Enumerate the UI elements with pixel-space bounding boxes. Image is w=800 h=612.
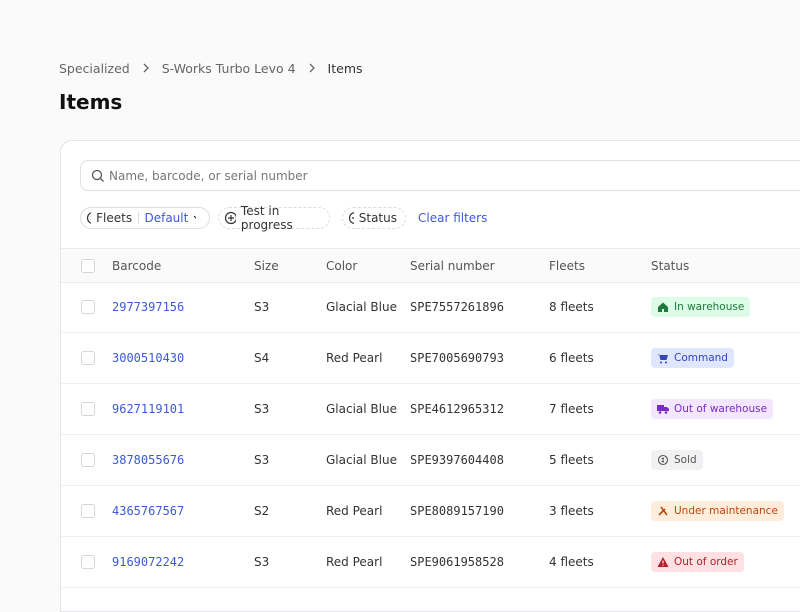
size: S2 (254, 504, 270, 518)
status-badge: Command (651, 348, 734, 368)
serial-number: SPE4612965312 (410, 402, 504, 416)
page-title: Items (59, 90, 123, 114)
breadcrumb-link[interactable]: Specialized (59, 60, 130, 76)
breadcrumb-separator (308, 63, 316, 73)
fleets: 8 fleets (549, 300, 594, 314)
column-header: Status (651, 258, 690, 273)
breadcrumb-current: Items (327, 60, 363, 76)
row-checkbox[interactable] (81, 402, 95, 416)
breadcrumb: Specialized S-Works Turbo Levo 4 Items (59, 59, 363, 77)
status-text: Command (674, 352, 728, 364)
column-header: Fleets (549, 258, 585, 273)
row-checkbox[interactable] (81, 504, 95, 518)
size: S3 (254, 555, 270, 569)
column-header: Size (254, 258, 279, 273)
column-header: Serial number (410, 258, 495, 273)
status-icon (657, 405, 669, 414)
filter-label: Test in progress (240, 204, 293, 232)
serial-number: SPE9061958528 (410, 555, 504, 569)
status-text: Sold (674, 454, 697, 466)
clear-filters[interactable]: Clear filters (418, 211, 488, 225)
status-badge: Out of order (651, 552, 744, 572)
row-checkbox[interactable] (81, 351, 95, 365)
serial-number: SPE7005690793 (410, 351, 504, 365)
filter-value: Default (144, 211, 189, 225)
barcode-link[interactable]: 9169072242 (112, 555, 185, 569)
size: S3 (254, 402, 270, 416)
serial-number: SPE8089157190 (410, 504, 504, 518)
serial-number: SPE7557261896 (410, 300, 504, 314)
fleets: 6 fleets (549, 351, 594, 365)
status-badge: In warehouse (651, 297, 751, 317)
table-row: 3000510430 S4 Red Pearl SPE7005690793 6 flee… (61, 333, 800, 384)
table-row: 2977397156 S3 Glacial Blue SPE7557261896 8 f… (61, 282, 800, 333)
table-header: Barcode Size Color Serial number Fleets Statu… (61, 248, 800, 283)
serial-number: SPE9397604408 (410, 453, 504, 467)
color: Red Pearl (326, 504, 383, 518)
status-icon (657, 557, 669, 567)
table-row: 9627119101 S3 Glacial Blue SPE4612965312 7 f… (61, 384, 800, 435)
fleets: 3 fleets (549, 504, 594, 518)
status-badge: Out of warehouse (651, 399, 774, 419)
fleets: 4 fleets (549, 555, 594, 569)
search-placeholder: Name, barcode, or serial number (109, 168, 308, 183)
status-text: In warehouse (674, 301, 745, 313)
color: Glacial Blue (326, 453, 397, 467)
search-input[interactable]: Name, barcode, or serial number (80, 160, 800, 191)
table-row: 4365767567 S2 Red Pearl SPE8089157190 3 flee… (61, 486, 800, 537)
barcode-link[interactable]: 9627119101 (112, 402, 185, 416)
status-text: Out of order (674, 556, 738, 568)
size: S4 (254, 351, 270, 365)
color: Red Pearl (326, 351, 383, 365)
table-row: 3878055676 S3 Glacial Blue SPE9397604408 5 f… (61, 435, 800, 486)
row-checkbox[interactable] (81, 453, 95, 467)
barcode-link[interactable]: 3000510430 (112, 351, 185, 365)
items-card: Name, barcode, or serial number Fleets D… (60, 140, 800, 612)
barcode-link[interactable]: 2977397156 (112, 300, 185, 314)
color: Glacial Blue (326, 300, 397, 314)
barcode-link[interactable]: 3878055676 (112, 453, 185, 467)
row-checkbox[interactable] (81, 555, 95, 569)
status-badge: Under maintenance (651, 501, 784, 521)
status-icon (658, 302, 668, 312)
test-filter[interactable]: Test in progress (218, 204, 330, 232)
status-badge: Sold (651, 450, 703, 470)
breadcrumb-separator (142, 63, 150, 73)
column-header: Barcode (112, 258, 162, 273)
status-icon (658, 506, 668, 516)
filter-label: Fleets (96, 211, 133, 225)
size: S3 (254, 453, 270, 467)
status-text: Under maintenance (674, 505, 778, 517)
status-icon (657, 454, 669, 466)
row-checkbox[interactable] (81, 300, 95, 314)
checkbox[interactable] (81, 258, 95, 273)
table-row: 9169072242 S3 Red Pearl SPE9061958528 4 flee… (61, 537, 800, 588)
color: Glacial Blue (326, 402, 397, 416)
barcode-link[interactable]: 4365767567 (112, 504, 185, 518)
fleets-filter[interactable]: Fleets Default (80, 207, 210, 229)
status-filter[interactable]: Status (342, 207, 406, 229)
column-header: Color (326, 258, 358, 273)
status-text: Out of warehouse (674, 403, 768, 415)
fleets: 7 fleets (549, 402, 594, 416)
filter-label: Status (358, 211, 397, 225)
color: Red Pearl (326, 555, 383, 569)
size: S3 (254, 300, 270, 314)
breadcrumb-link[interactable]: S-Works Turbo Levo 4 (161, 60, 296, 76)
fleets: 5 fleets (549, 453, 594, 467)
status-icon (657, 354, 668, 364)
